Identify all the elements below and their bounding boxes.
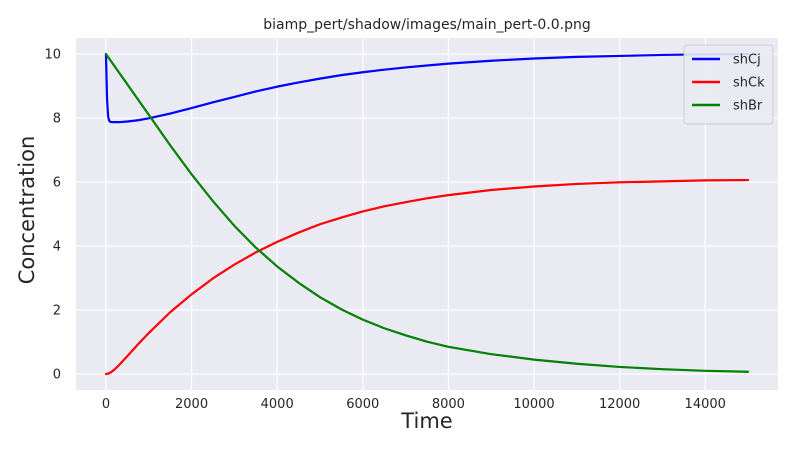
series-line-shCk <box>104 178 750 376</box>
y-tick-label: 10 <box>44 48 61 63</box>
legend-label-shCj: shCj <box>733 53 761 68</box>
y-tick-label: 6 <box>53 176 61 191</box>
x-tick-label: 0 <box>102 397 110 412</box>
x-axis-label: Time <box>400 409 452 433</box>
x-tick-label: 14000 <box>685 397 726 412</box>
y-tick-label: 0 <box>53 368 61 383</box>
legend-label-shBr: shBr <box>733 99 763 114</box>
legend-label-shCk: shCk <box>733 76 765 91</box>
x-tick-label: 8000 <box>432 397 465 412</box>
chart-title: biamp_pert/shadow/images/main_pert-0.0.p… <box>263 17 590 33</box>
x-tick-label: 12000 <box>599 397 640 412</box>
plot-area <box>76 38 778 390</box>
x-tick-label: 4000 <box>261 397 294 412</box>
x-tick-label: 10000 <box>513 397 554 412</box>
x-tick-label: 6000 <box>346 397 379 412</box>
tick-labels: 0 2000 4000 6000 8000 10000 12000 14000 0 2 4 6 8 10 <box>44 48 725 413</box>
legend: shCj shCk shBr <box>683 44 774 125</box>
series-line-shBr <box>104 52 750 373</box>
y-tick-label: 2 <box>53 304 61 319</box>
series-line-shCj <box>104 52 750 124</box>
y-tick-label: 8 <box>53 112 61 127</box>
y-axis-label: Concentration <box>15 136 39 285</box>
y-tick-label: 4 <box>53 240 61 255</box>
series-lines <box>104 52 750 376</box>
x-tick-label: 2000 <box>175 397 208 412</box>
